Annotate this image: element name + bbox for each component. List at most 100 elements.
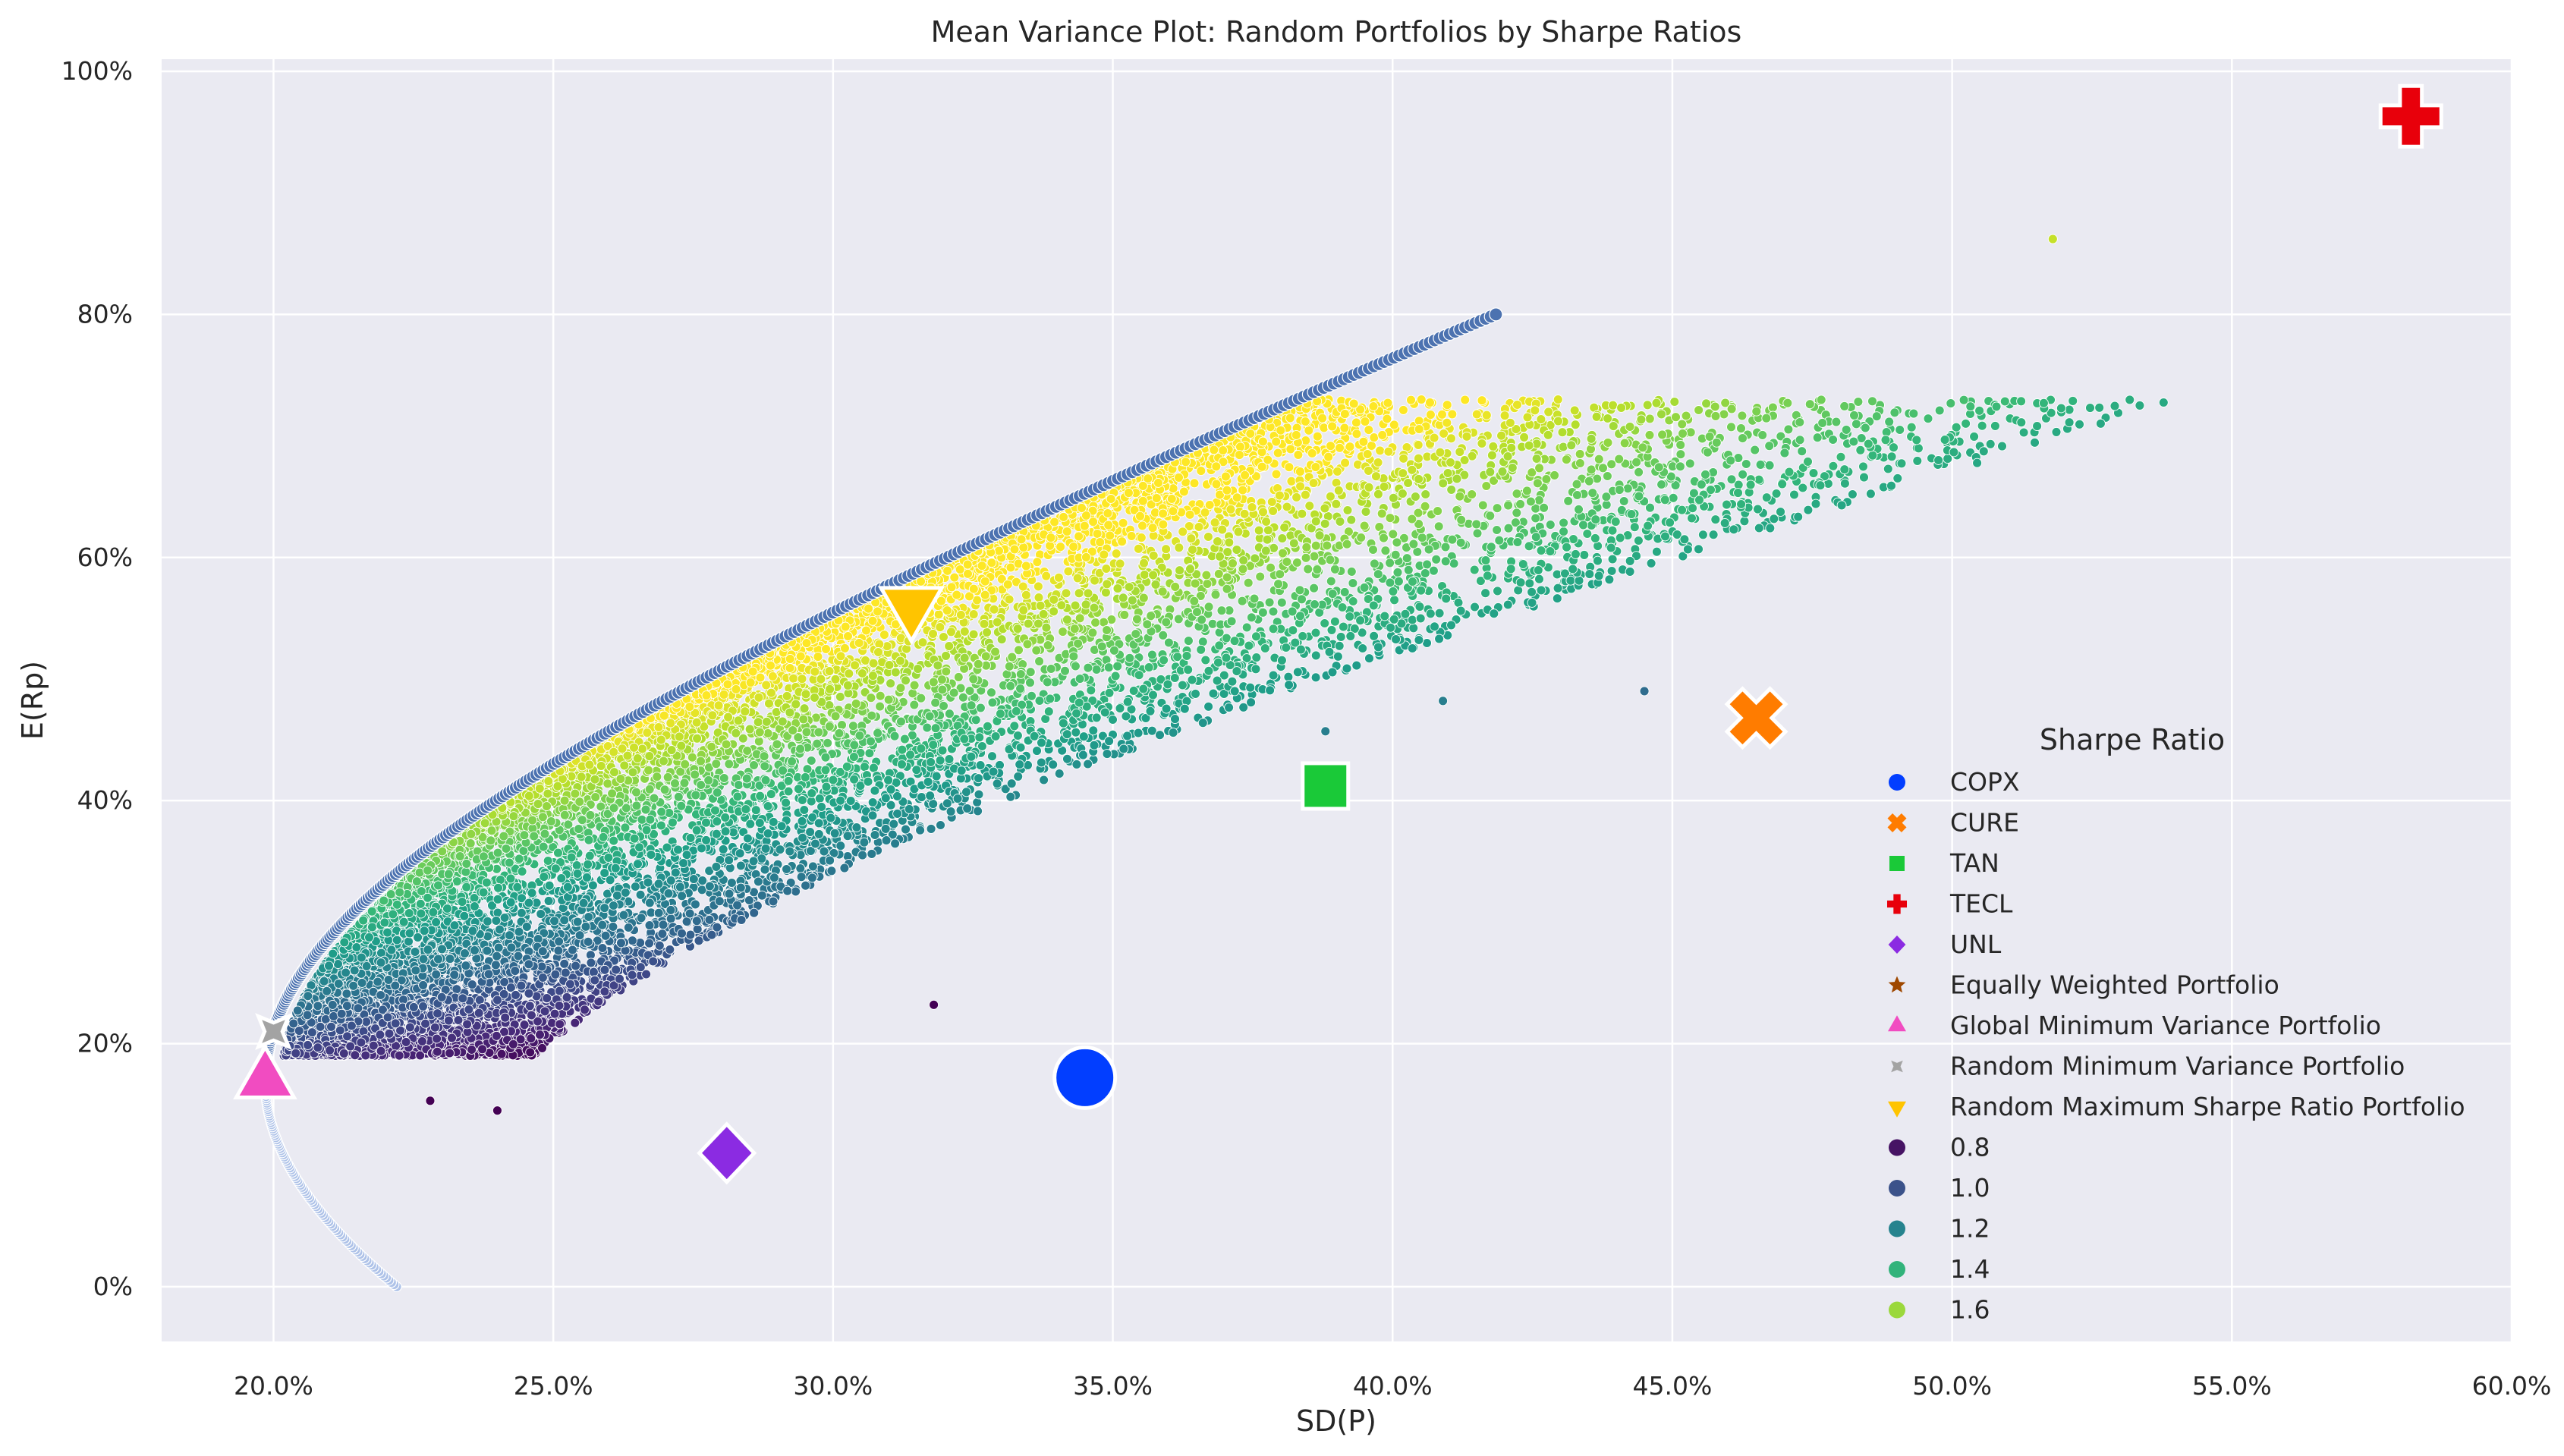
random-portfolio-point (1174, 542, 1184, 553)
random-portfolio-point (937, 745, 948, 756)
random-portfolio-point (2075, 419, 2084, 429)
random-portfolio-point (1103, 662, 1114, 673)
random-portfolio-point (864, 748, 875, 759)
random-portfolio-point (1325, 491, 1335, 502)
random-portfolio-point (2135, 400, 2145, 410)
random-portfolio-point (1278, 548, 1288, 558)
random-portfolio-point (1492, 503, 1502, 514)
random-portfolio-point (1243, 577, 1254, 588)
random-portfolio-point (1339, 586, 1350, 597)
random-portfolio-point (1859, 472, 1869, 483)
random-portfolio-point (974, 789, 984, 800)
random-portfolio-point (1342, 505, 1353, 515)
random-portfolio-point (1469, 564, 1480, 575)
random-portfolio-point (781, 797, 791, 808)
random-portfolio-point (1455, 447, 1465, 458)
random-portfolio-point (1041, 571, 1052, 581)
random-portfolio-point (1737, 410, 1748, 421)
random-portfolio-point (1389, 595, 1400, 605)
random-portfolio-point (1776, 431, 1786, 442)
random-portfolio-point (1527, 467, 1537, 478)
random-portfolio-point (2064, 404, 2075, 415)
random-portfolio-point (1058, 718, 1068, 728)
random-portfolio-point (1329, 616, 1340, 627)
random-portfolio-point (1100, 587, 1111, 598)
random-portfolio-point (1488, 441, 1499, 451)
random-portfolio-point (1557, 427, 1568, 438)
random-portfolio-point (1304, 425, 1314, 436)
random-portfolios (278, 234, 2169, 1116)
random-portfolio-point (1685, 458, 1695, 469)
random-portfolio-point (1656, 480, 1667, 489)
random-portfolio-point (1524, 578, 1535, 589)
random-portfolio-point (1738, 469, 1748, 480)
random-portfolio-point (1447, 409, 1458, 420)
random-portfolio-point (1332, 651, 1343, 662)
random-portfolio-point (1398, 404, 1408, 415)
random-portfolio-point (1197, 637, 1208, 647)
random-portfolio-point (694, 936, 704, 946)
random-portfolio-point (1669, 397, 1680, 407)
random-portfolio-point (1304, 501, 1315, 511)
random-portfolio-point (807, 861, 818, 872)
random-portfolio-point (1606, 566, 1617, 576)
random-portfolio-point (1754, 474, 1764, 485)
random-portfolio-point (2016, 396, 2027, 407)
random-portfolio-point (916, 693, 927, 703)
random-portfolio-point (1054, 769, 1065, 779)
random-portfolio-point (1271, 469, 1282, 480)
chart-title: Mean Variance Plot: Random Portfolios by… (931, 15, 1742, 49)
random-portfolio-point (1111, 549, 1122, 559)
random-portfolio-point (1058, 627, 1068, 637)
random-portfolio-point (1884, 417, 1895, 427)
random-portfolio-point (1908, 408, 1919, 419)
random-portfolio-point (1532, 478, 1543, 489)
random-portfolio-point (1579, 549, 1590, 560)
random-portfolio-point (1203, 532, 1213, 542)
random-portfolio-point (2095, 418, 2106, 429)
random-portfolio-point (1559, 527, 1569, 537)
random-portfolio-point (908, 688, 918, 699)
random-portfolio-point (1972, 458, 1983, 468)
random-portfolio-point (1320, 618, 1330, 628)
random-portfolio-point (1997, 441, 2007, 451)
random-portfolio-point (1467, 489, 1477, 500)
random-portfolio-point (1440, 556, 1451, 567)
random-portfolio-point (1312, 564, 1323, 575)
random-portfolio-point (1434, 608, 1445, 618)
random-portfolio-point (945, 807, 956, 817)
random-portfolio-point (1892, 473, 1903, 483)
random-portfolio-point (1906, 422, 1917, 432)
random-portfolio-point (1257, 607, 1268, 618)
random-portfolio-point (1086, 685, 1096, 696)
random-portfolio-point (1362, 449, 1373, 459)
random-portfolio-point (1417, 533, 1427, 543)
random-portfolio-point (1060, 665, 1070, 676)
random-portfolio-point (953, 671, 964, 682)
random-portfolio-point (2030, 437, 2040, 448)
random-portfolio-point (1364, 653, 1374, 664)
random-portfolio-point (1071, 759, 1082, 769)
random-portfolio-point (1433, 521, 1444, 532)
random-portfolio-point (1173, 614, 1184, 624)
random-portfolio-point (1974, 405, 1985, 416)
random-portfolio-point (1619, 496, 1629, 506)
random-portfolio-point (1776, 507, 1785, 517)
random-portfolio-point (1486, 542, 1496, 552)
random-portfolio-point (1828, 461, 1839, 471)
random-portfolio-point (1602, 471, 1612, 481)
random-portfolio-point (1761, 492, 1772, 503)
random-portfolio-point (1849, 410, 1859, 420)
random-portfolio-point (971, 715, 981, 725)
random-portfolio-point (1783, 424, 1794, 435)
random-portfolio-point (1431, 554, 1442, 564)
plot-area (162, 59, 2512, 1341)
random-portfolio-point (1237, 596, 1247, 606)
random-portfolio-point (1039, 775, 1049, 785)
random-portfolio-point (1063, 566, 1074, 577)
random-portfolio-point (1034, 656, 1045, 667)
random-portfolio-point (1524, 541, 1534, 552)
random-portfolio-point (1178, 486, 1189, 497)
random-portfolio-point (1510, 517, 1521, 528)
